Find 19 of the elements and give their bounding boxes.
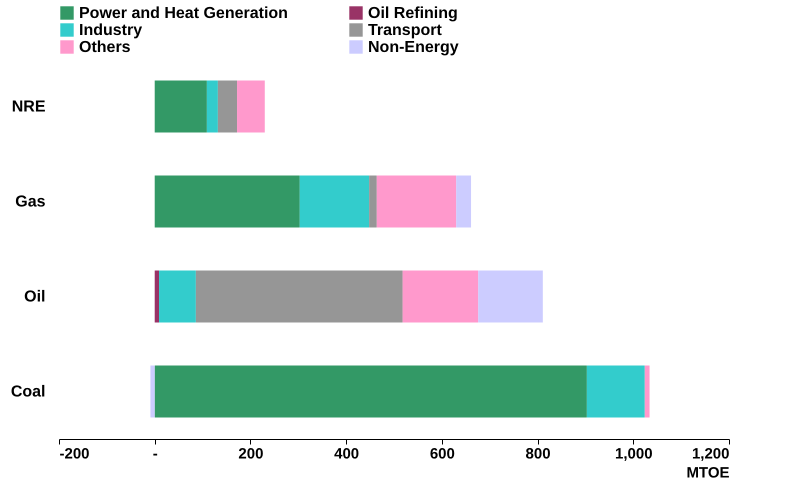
legend-label: Oil Refining <box>368 5 458 22</box>
x-tick-label: 1,200 <box>692 446 730 462</box>
x-tick-label: -200 <box>60 446 90 462</box>
y-tick-label: Gas <box>15 194 46 210</box>
x-tick-label: 1,000 <box>615 446 653 462</box>
legend-label: Non-Energy <box>368 39 459 56</box>
legend-label: Others <box>79 39 131 56</box>
x-tick-label: 400 <box>334 446 360 462</box>
y-tick-label: NRE <box>12 98 46 116</box>
x-tick-label: 200 <box>238 446 264 462</box>
y-tick-label: Coal <box>10 384 46 400</box>
legend-label: Transport <box>368 22 442 39</box>
x-tick-label: 800 <box>526 446 551 462</box>
x-tick-label: 600 <box>430 446 455 462</box>
x-tick-label: - <box>152 446 158 462</box>
legend-label: Industry <box>79 22 142 39</box>
x-axis-title: MTOE <box>686 464 730 482</box>
y-tick-label: Oil <box>24 288 46 306</box>
legend-label: Power and Heat Generation <box>79 5 288 22</box>
